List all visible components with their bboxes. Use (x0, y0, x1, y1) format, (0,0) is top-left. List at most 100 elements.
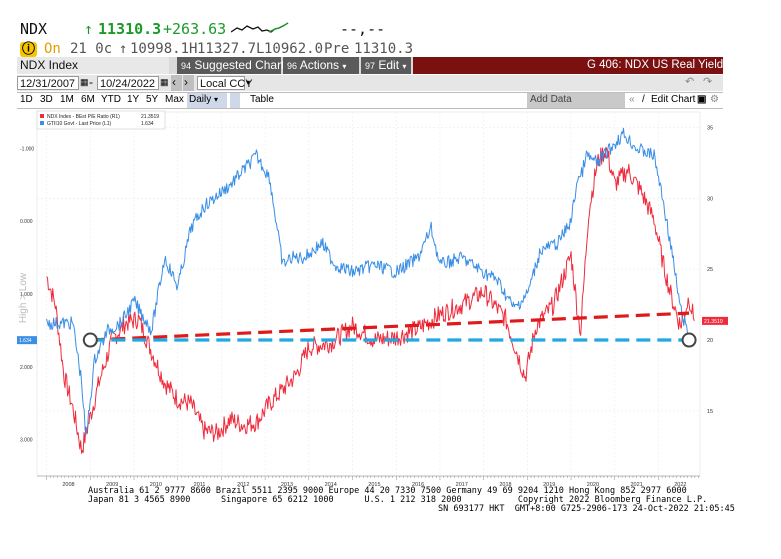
main-toolbar: NDX Index 94 Suggested Charts 96 Actions… (17, 57, 723, 74)
open-price: 10998.1 (130, 41, 190, 57)
open-code: 21 0c (70, 41, 113, 57)
range-ytd[interactable]: YTD (101, 94, 121, 105)
bid-ask-placeholder: --,-- (340, 20, 386, 38)
calendar-icon[interactable]: ▦ (160, 77, 169, 87)
date-separator: - (89, 75, 93, 89)
back-arrow-icon[interactable]: ‹ (171, 75, 182, 91)
legend-swatch-blue (40, 121, 44, 125)
actions-menu[interactable]: 96 Actions ▾ (283, 57, 359, 74)
add-data-input[interactable]: Add Data (527, 93, 625, 108)
currency-select[interactable]: Local CCY (197, 76, 253, 90)
left-current-value: 1.634 (19, 338, 32, 344)
chart-settings-icon[interactable]: ▣ (697, 94, 707, 105)
range-1m[interactable]: 1M (60, 94, 74, 105)
range-max[interactable]: Max (165, 94, 184, 105)
open-arrow-icon: ↑ (119, 41, 128, 57)
footer-line-1: Australia 61 2 9777 8600 Brazil 5511 239… (88, 486, 687, 496)
x-tick-label: 2022 (674, 482, 686, 488)
legend-box (36, 110, 166, 130)
chevron-down-icon[interactable]: ▾ (246, 78, 251, 87)
high-code: H (189, 41, 198, 57)
legend-value-yield: 1.634 (141, 121, 154, 127)
red-trend-line (90, 311, 690, 342)
series-real-yield (46, 127, 695, 436)
footer-line-3: SN 693177 HKT GMT+8:00 G725-2906-173 24-… (438, 504, 735, 514)
security-field[interactable]: NDX Index (17, 57, 169, 74)
y-axis-label: High > Low (18, 272, 29, 323)
legend-item-yield: GTII10 Govt - Last Price (L1) (47, 121, 112, 127)
title-spacer (413, 57, 587, 74)
double-chevron-left-icon[interactable]: « (629, 94, 635, 105)
chart-area[interactable]: 2008 2009 2010 2011 2012 2013 2014 2015 2016 2017… (0, 108, 781, 498)
suggested-charts-button[interactable]: 94 Suggested Charts (177, 57, 290, 74)
right-current-tag (702, 316, 728, 325)
series-pe-ratio (46, 146, 695, 454)
ticker-label: NDX (20, 20, 48, 38)
x-tick-label: 2011 (194, 482, 206, 488)
chart-series (46, 127, 695, 454)
actions-icon: 96 (287, 61, 298, 71)
table-button[interactable]: Table (250, 94, 274, 105)
legend-swatch-red (40, 114, 44, 118)
left-tick-label: -1.000 (20, 146, 34, 152)
x-tick-label: 2015 (368, 482, 380, 488)
range-1y[interactable]: 1Y (127, 94, 140, 105)
left-tick-label: 2.000 (20, 365, 33, 371)
x-tick-label: 2008 (62, 482, 74, 488)
trend-end-marker (681, 332, 697, 348)
x-tick-label: 2013 (281, 482, 293, 488)
legend-value-pe: 21.3519 (141, 114, 159, 120)
right-tick-label: 30 (707, 196, 713, 202)
x-tick-label: 2019 (543, 482, 555, 488)
info-icon[interactable]: ⓘ (20, 42, 38, 57)
high-price: 11327.7 (197, 41, 257, 57)
calendar-icon[interactable]: ▦ (80, 77, 89, 87)
up-arrow-icon: ↑ (84, 20, 94, 38)
edit-icon: 97 (365, 61, 376, 71)
chart-title: G 406: NDX US Real Yield (587, 57, 723, 74)
right-tick-label: 15 (707, 409, 713, 415)
start-date-field[interactable]: 12/31/2007 (17, 76, 79, 90)
edit-chart-button[interactable]: Edit Chart (651, 94, 696, 105)
footer-line-2: Japan 81 3 4565 8900 Singapore 65 6212 1… (88, 495, 708, 505)
trend-start-marker (82, 332, 98, 348)
range-1d[interactable]: 1D (20, 94, 33, 105)
x-tick-label: 2021 (631, 482, 643, 488)
actions-label: Actions (299, 58, 340, 72)
edit-menu[interactable]: 97 Edit ▾ (361, 57, 411, 74)
edit-pencil-icon[interactable]: / (642, 94, 645, 105)
suggested-charts-icon: 94 (181, 61, 192, 71)
prev-price: 11310.3 (354, 41, 414, 57)
date-toolbar: 12/31/2007 ▦ - 10/24/2022 ▦ ‹ › Local CC… (17, 75, 723, 91)
undo-icon[interactable]: ↶ (685, 76, 695, 88)
chevron-down-icon: ▾ (342, 62, 347, 71)
x-tick-label: 2010 (150, 482, 162, 488)
legend-item-pe: NDX Index - BEst P/E Ratio (R1) (47, 114, 120, 120)
x-tick-label: 2014 (325, 482, 337, 488)
range-toolbar: 1D 3D 1M 6M YTD 1Y 5Y Max Daily ▾ Table … (17, 92, 723, 109)
gear-icon[interactable]: ⚙ (710, 94, 719, 105)
left-tick-label: 0.000 (20, 219, 33, 225)
last-price: 11310.3 (98, 20, 162, 38)
right-tick-label: 20 (707, 338, 713, 344)
x-tick-label: 2009 (106, 482, 118, 488)
chart-axes: 2008 2009 2010 2011 2012 2013 2014 2015 2016 2017… (17, 126, 728, 488)
x-tick-label: 2012 (237, 482, 249, 488)
frequency-label: Daily (189, 94, 212, 105)
x-tick-label: 2016 (412, 482, 424, 488)
sparkline-icon (231, 22, 289, 33)
range-3d[interactable]: 3D (40, 94, 53, 105)
frequency-select[interactable]: Daily ▾ (187, 93, 227, 108)
x-tick-label: 2020 (587, 482, 599, 488)
low-price: 10962.0 (264, 41, 324, 57)
edit-label: Edit (378, 58, 400, 72)
forward-arrow-icon[interactable]: › (183, 75, 194, 91)
frequency-options[interactable] (230, 93, 240, 108)
redo-icon[interactable]: ↷ (703, 76, 713, 88)
plot-frame (36, 111, 701, 477)
end-date-field[interactable]: 10/24/2022 (97, 76, 159, 90)
range-6m[interactable]: 6M (81, 94, 95, 105)
left-tick-label: 1.000 (20, 292, 33, 298)
open-label: On (44, 41, 61, 57)
range-5y[interactable]: 5Y (146, 94, 159, 105)
